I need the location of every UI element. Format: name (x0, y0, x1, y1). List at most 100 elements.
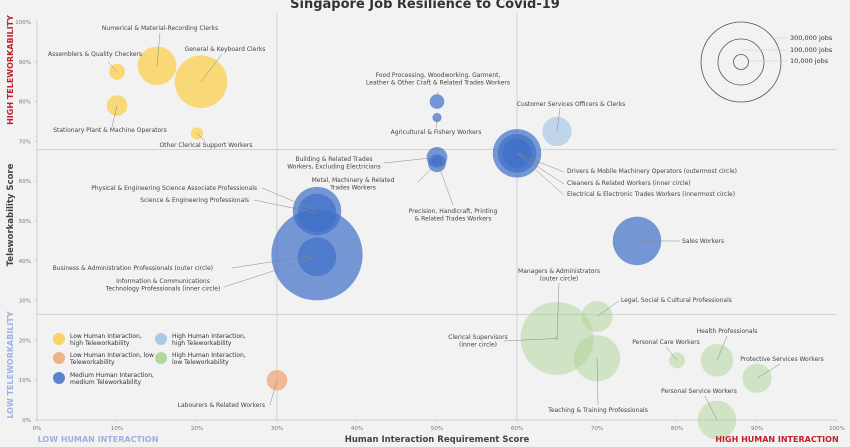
y-tick-label: 80% (19, 100, 31, 106)
x-axis-label: Human Interaction Requirement Score (345, 435, 530, 445)
leader-line (665, 346, 678, 361)
legend-label: Teleworkability (69, 359, 115, 366)
size-legend-circle (700, 21, 782, 103)
y-tick-label: 90% (19, 60, 31, 66)
bubble-label: Physical & Engineering Science Associate… (91, 185, 257, 192)
leader-line (516, 153, 565, 185)
color-legend: Low Human Interaction,high Teleworkabili… (53, 333, 246, 386)
leader-line (596, 300, 620, 317)
bubble-label-line: (outer circle) (540, 276, 579, 283)
x-tick-label: 50% (431, 426, 443, 432)
legend-label: high Teleworkability (70, 340, 130, 347)
bubble-label-line: Managers & Administrators (518, 268, 600, 275)
leader-line (111, 105, 118, 128)
bubble-label: Protective Services Workers (740, 356, 824, 363)
bubble-label-line: Technology Professionals (inner circle) (105, 286, 221, 293)
bubble-label: Health Professionals (697, 328, 758, 335)
bubble-label: Managers & Administrators (outer circle) (518, 268, 600, 283)
y-tick-label: 0% (22, 418, 31, 424)
x-tick-label: 20% (191, 426, 203, 432)
bubble-label-line: (inner circle) (459, 342, 497, 349)
leader-line (383, 157, 438, 164)
bubble-label: Business & Administration Professionals … (53, 265, 213, 272)
x-tick-label: 100% (829, 426, 845, 432)
bubble-label: Precision, Handicraft, Printing & Related… (409, 208, 498, 223)
leader-line (261, 187, 318, 212)
y-tick-label: 100% (15, 20, 31, 26)
bubble-label-line: & Related Trades Workers (414, 216, 491, 223)
leader-line (107, 61, 118, 72)
bubble-label-line: Trades Workers (329, 185, 376, 192)
y-tick-label: 30% (19, 299, 31, 305)
size-legend-circle (717, 38, 765, 86)
leader-line (556, 107, 561, 132)
bubble-label: Food Processing, Woodworking, Garment, Le… (366, 72, 510, 87)
size-legend-label: 100,000 jobs (790, 46, 833, 54)
legend-swatch (155, 352, 167, 364)
bubble-label: Other Clerical Support Workers (159, 142, 252, 149)
bubble-label: Numerical & Material-Recording Clerks (102, 25, 218, 32)
bubble-label-line: Workers, Excluding Electricians (287, 164, 381, 171)
legend-swatch (53, 372, 65, 384)
x-tick-label: 60% (511, 426, 523, 432)
y-tick-label: 40% (19, 259, 31, 265)
legend-label: Low Human Interaction, (70, 333, 142, 340)
bubble-label: Assemblers & Quality Checkers (48, 51, 142, 58)
x-tick-label: 80% (671, 426, 683, 432)
x-tick-label: 30% (271, 426, 283, 432)
legend-swatch (155, 333, 167, 345)
bubble-label: Legal, Social & Cultural Professionals (621, 297, 732, 304)
bubble-label: Agricultural & Fishery Workers (391, 129, 482, 136)
leader-line (503, 338, 558, 342)
annotations: Numerical & Material-Recording Clerks Gen… (48, 25, 824, 421)
legend-label: medium Teleworkability (70, 379, 142, 386)
zone-label-high-human-interaction: HIGH HUMAN INTERACTION (715, 435, 838, 444)
leader-line (716, 335, 728, 361)
bubble (742, 363, 772, 393)
leader-line (436, 161, 454, 206)
legend-label: Low Human Interaction, low (70, 352, 154, 359)
bubble-label: Teaching & Training Professionals (547, 407, 648, 414)
leader-line (704, 395, 718, 421)
bubble-label-line: Building & Related Trades (295, 156, 372, 163)
legend-label: low Teleworkability (172, 359, 229, 366)
bubble-label-line: Precision, Handicraft, Printing (409, 208, 498, 215)
x-tick-label: 70% (591, 426, 603, 432)
leader-line (556, 282, 560, 339)
leader-line (196, 133, 206, 142)
legend-label: high Teleworkability (172, 340, 232, 347)
legend-label: Medium Human Interaction, (70, 372, 154, 379)
bubble-label: Electrical & Electronic Trades Workers (… (567, 191, 735, 198)
bubble-label: Customer Services Officers & Clerks (517, 101, 625, 108)
bubble-label-line: Information & Communications (116, 278, 210, 285)
bubble (432, 112, 442, 123)
zone-label-high-teleworkability: HIGH TELEWORKABILITY (6, 15, 15, 125)
bubble-label: Building & Related Trades Workers, Exclud… (287, 156, 381, 171)
y-tick-label: 10% (19, 378, 31, 384)
bubble-label-line: Leather & Other Craft & Related Trades W… (366, 80, 510, 87)
bubbles (106, 46, 772, 440)
leader-line (596, 358, 599, 406)
size-legend: 300,000 jobs 100,000 jobs 10,000 jobs (700, 21, 833, 103)
bubble-label: General & Keyboard Clerks (185, 46, 266, 53)
x-tick-label: 90% (751, 426, 763, 432)
chart-title: Singapore Job Resilience to Covid-19 (290, 0, 560, 12)
bubble-label: Science & Engineering Professionals (140, 197, 249, 204)
bubble-label: Metal, Machinery & Related Trades Workers (312, 177, 395, 192)
y-tick-label: 70% (19, 139, 31, 145)
leader-line (269, 380, 278, 406)
bubble-label-line: Clerical Supervisors (448, 334, 507, 341)
bubble-label: Drivers & Mobile Machinery Operators (ou… (567, 168, 737, 175)
x-tick-label: 40% (351, 426, 363, 432)
bubble-label: Personal Service Workers (661, 388, 737, 395)
bubble-label: Cleaners & Related Workers (inner circle… (567, 180, 691, 187)
y-tick-label: 50% (19, 219, 31, 225)
y-axis-label: Teleworkability Score (6, 163, 16, 266)
size-legend-label: 300,000 jobs (790, 34, 833, 42)
zone-label-low-human-interaction: LOW HUMAN INTERACTION (38, 435, 159, 444)
y-tick-label: 20% (19, 338, 31, 344)
zone-label-low-teleworkability: LOW TELEWORKABILITY (6, 311, 15, 418)
bubble-label: Personal Care Workers (632, 339, 699, 346)
y-tick-label: 60% (19, 179, 31, 185)
